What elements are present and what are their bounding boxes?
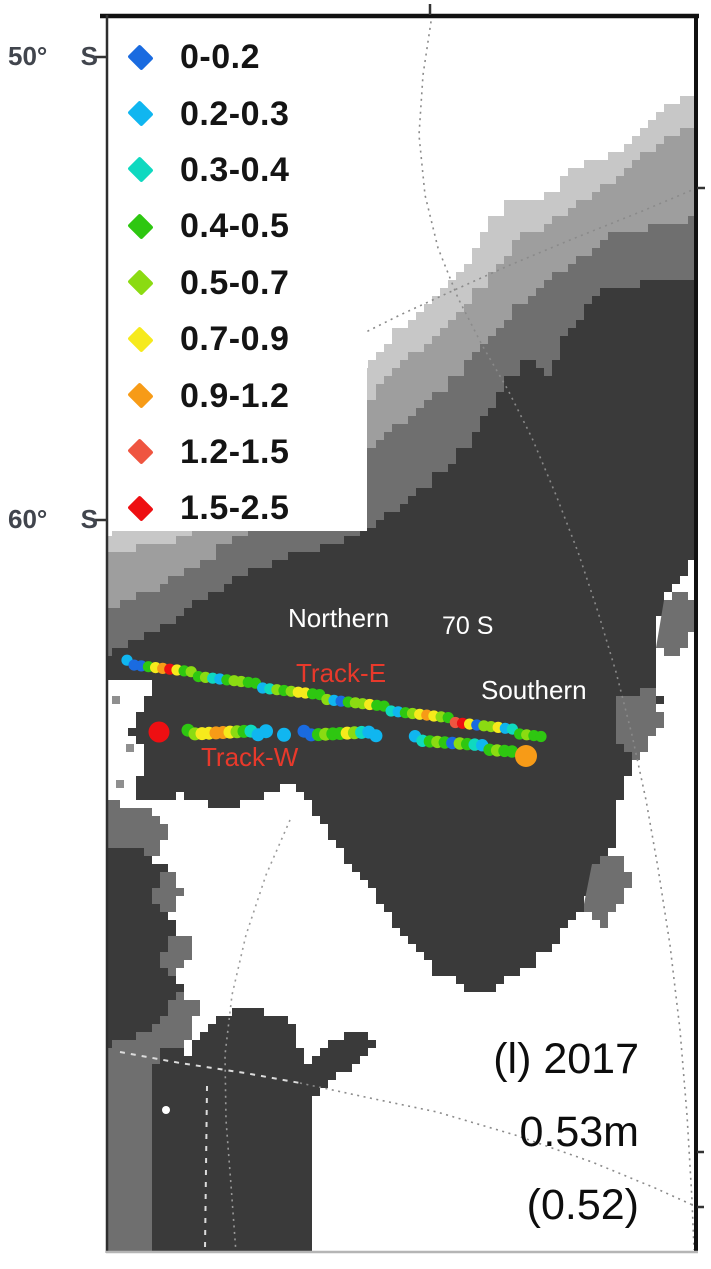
panel-label: (l) 2017: [493, 1035, 639, 1083]
track-w-seg3-dots: [297, 724, 383, 743]
diamond-swatch-icon: [127, 100, 154, 127]
legend-item: 1.2-1.5: [109, 424, 367, 480]
ice-edge-patch: [656, 592, 696, 656]
panel-annotation: (l) 2017 0.53m (0.52): [493, 1023, 639, 1242]
legend-item: 0.2-0.3: [109, 85, 367, 141]
map-area: [107, 17, 697, 1253]
track-dot: [277, 727, 291, 742]
southern-label: Southern: [481, 675, 587, 705]
landmass: [152, 1008, 376, 1253]
ice-edge-patch: [616, 688, 664, 760]
diamond-swatch-icon: [127, 269, 154, 296]
track-dot: [259, 724, 273, 739]
latitude-label: 60° S: [8, 506, 98, 532]
coast-speckle: [112, 696, 120, 704]
latitude-hemisphere: S: [80, 504, 98, 534]
graticule: [119, 17, 697, 1253]
track-end-dot: [515, 745, 537, 767]
lat-70s-label: 70 S: [442, 612, 494, 640]
latitude-label: 50° S: [8, 43, 98, 69]
legend-item: 0.9-1.2: [109, 367, 367, 423]
coast-speckle: [126, 744, 134, 752]
northern-label: Northern: [288, 603, 390, 633]
diamond-swatch-icon: [127, 213, 154, 240]
legend-label: 0.9-1.2: [180, 376, 290, 415]
map-speck: [162, 1106, 170, 1114]
latitude-degrees: 60°: [8, 504, 48, 534]
latitude-hemisphere: S: [80, 41, 98, 71]
coast-speckle: [116, 780, 124, 788]
legend-item: 0.4-0.5: [109, 198, 367, 254]
legend-label: 0.5-0.7: [180, 263, 290, 302]
track-dot: [535, 730, 547, 743]
legend: 0-0.2 0.2-0.3 0.3-0.4 0.4-0.5 0.5-0.7 0.7-0.9…: [109, 19, 367, 531]
diamond-swatch-icon: [127, 43, 154, 71]
coastal-dark-blotch: [107, 848, 184, 1048]
legend-item: 0.7-0.9: [109, 311, 367, 367]
track-w-label: Track-W: [201, 742, 299, 772]
track-e-label: Track-E: [296, 658, 387, 688]
track-e-dots: [121, 654, 547, 743]
diamond-swatch-icon: [127, 495, 154, 522]
diamond-swatch-icon: [127, 382, 154, 409]
map-frame: [95, 4, 705, 1254]
legend-item: 0-0.2: [109, 29, 367, 85]
legend-label: 1.2-1.5: [180, 432, 290, 471]
secondary-value: (0.52): [526, 1181, 639, 1229]
legend-label: 0.3-0.4: [180, 150, 290, 189]
track-w-seg2-dots: [259, 724, 291, 742]
graticule-line: [204, 1085, 208, 1251]
legend-label: 0.2-0.3: [180, 94, 290, 133]
legend-label: 0.4-0.5: [180, 207, 290, 246]
map-speck: [381, 226, 389, 234]
graticule-line: [224, 819, 291, 1253]
graticule-line: [299, 1082, 697, 1208]
legend-item: 0.5-0.7: [109, 255, 367, 311]
graticule-line: [119, 1051, 301, 1084]
diamond-swatch-icon: [127, 325, 154, 353]
track-w-seg1-dots: [181, 723, 265, 742]
legend-item: 0.3-0.4: [109, 142, 367, 198]
diamond-swatch-icon: [127, 438, 154, 466]
graticule-line: [334, 187, 697, 349]
legend-label: 0.7-0.9: [180, 320, 290, 359]
latitude-degrees: 50°: [8, 41, 48, 71]
mean-thickness-value: 0.53m: [519, 1108, 639, 1156]
coastal-pocket: [107, 680, 152, 792]
legend-item: 1.5-2.5: [109, 480, 367, 536]
diamond-swatch-icon: [127, 156, 154, 184]
legend-label: 1.5-2.5: [180, 489, 290, 528]
ice-edge-patch: [584, 856, 632, 928]
track-dot: [369, 729, 383, 743]
legend-label: 0-0.2: [180, 38, 260, 77]
measurement-tracks: [121, 654, 547, 767]
track-w-start-dot: [148, 721, 170, 743]
